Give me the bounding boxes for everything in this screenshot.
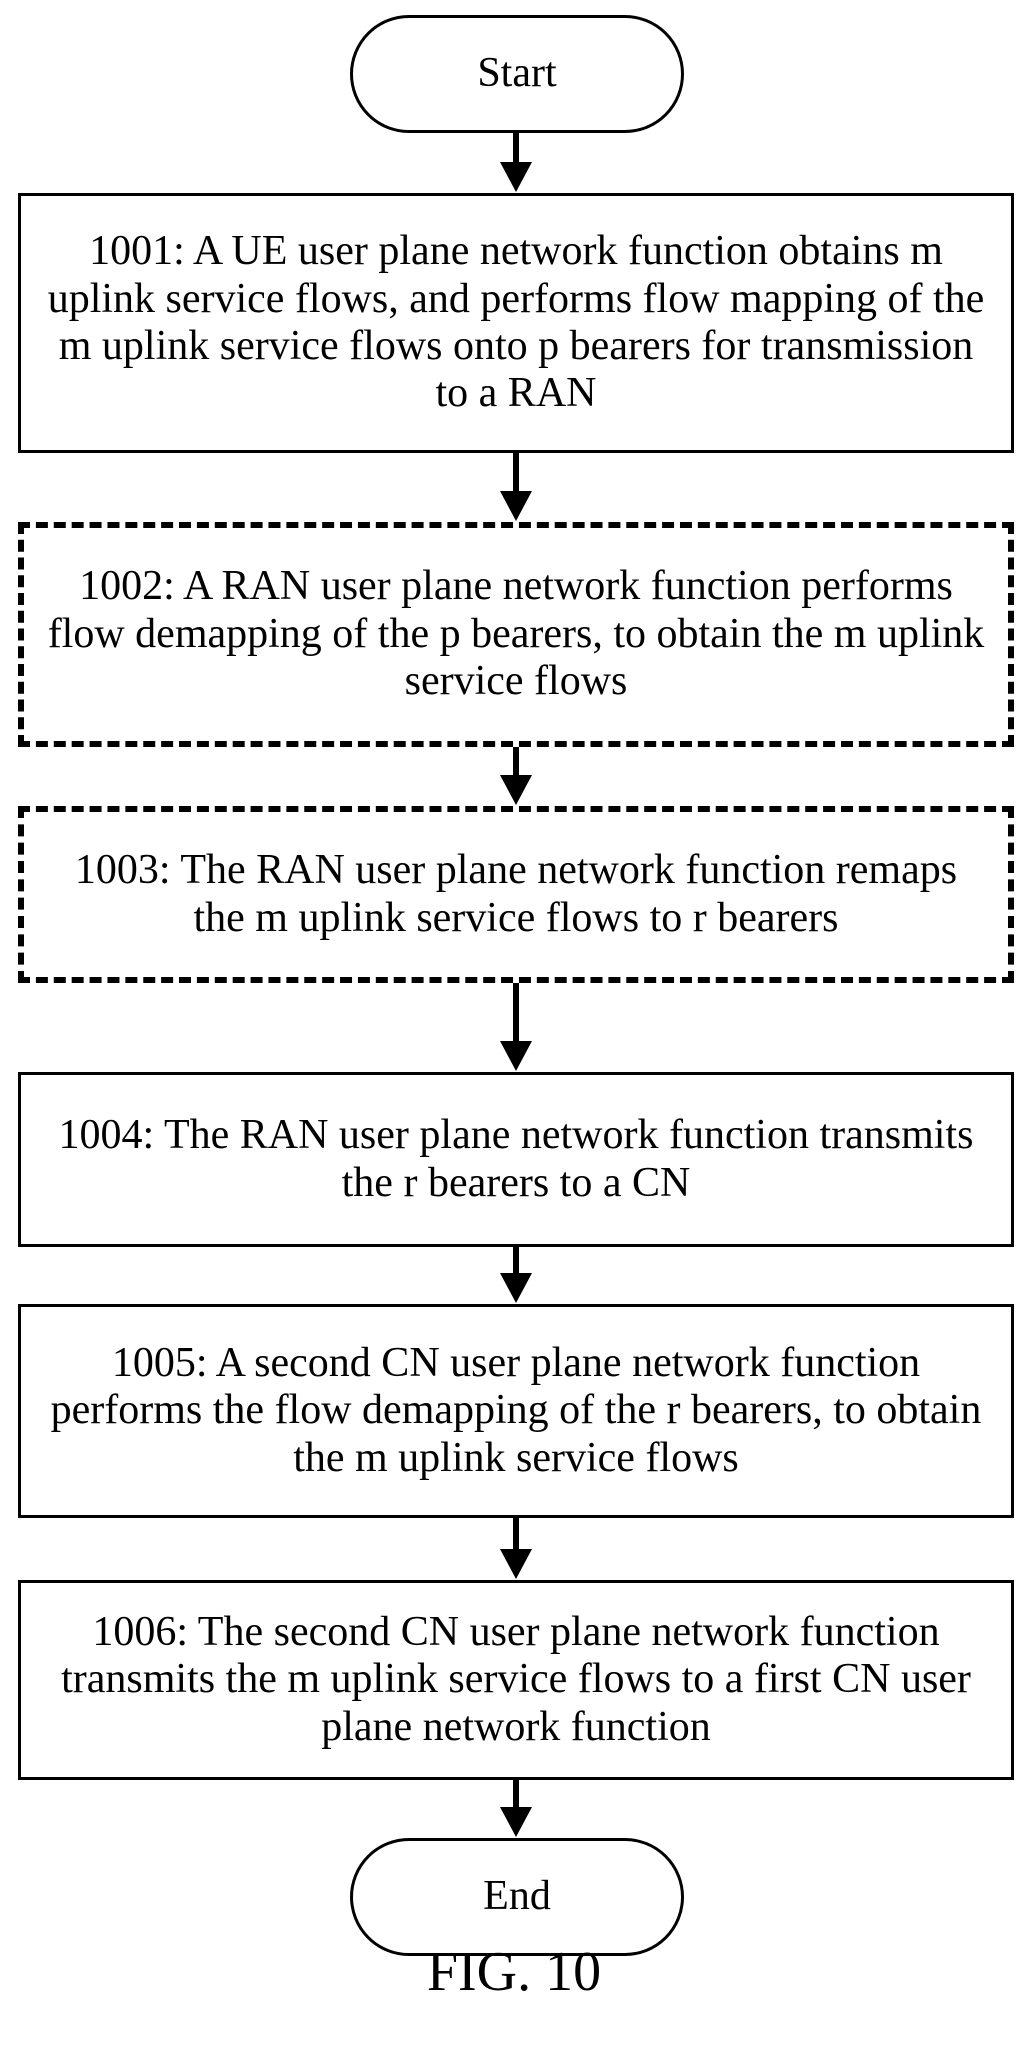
arrow-1001-to-1002 (500, 453, 532, 521)
arrow-1002-to-1003 (500, 747, 532, 805)
arrow-1006-to-end (500, 1780, 532, 1837)
arrow-1003-to-1004 (500, 983, 532, 1071)
arrow-1004-to-1005 (500, 1247, 532, 1303)
arrow-start-to-1001 (500, 133, 532, 192)
arrow-1005-to-1006 (500, 1518, 532, 1579)
